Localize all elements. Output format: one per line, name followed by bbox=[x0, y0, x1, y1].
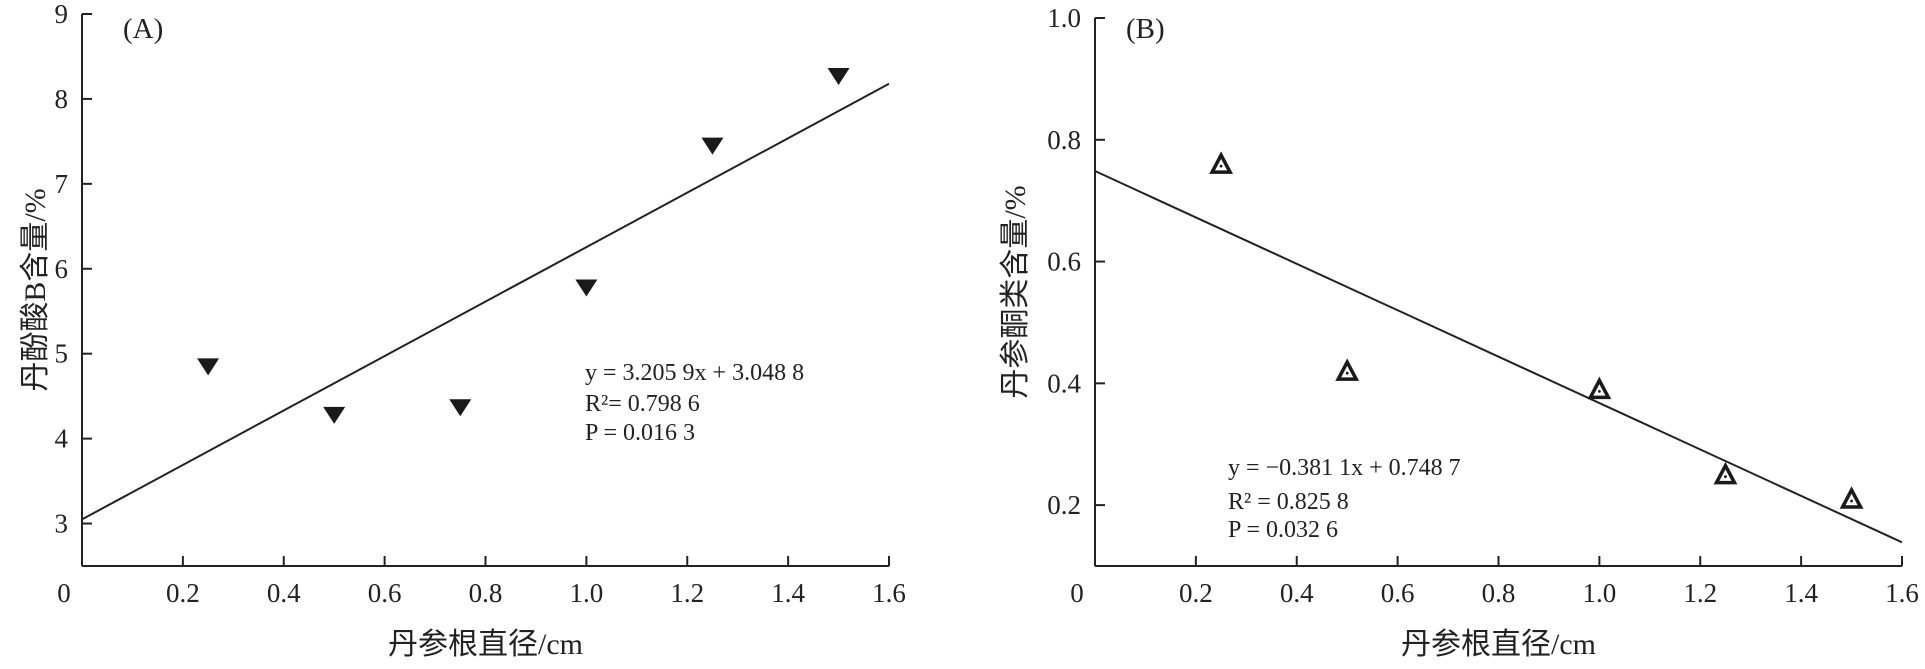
data-point-triangle bbox=[1713, 461, 1738, 485]
x-tick-label: 1.0 bbox=[1583, 578, 1617, 608]
data-point bbox=[1839, 486, 1864, 509]
x-tick-label: 0.6 bbox=[1381, 578, 1415, 608]
data-point bbox=[449, 399, 472, 417]
y-tick-label: 0.8 bbox=[1047, 125, 1081, 155]
fit-annotation-line: R²= 0.798 6 bbox=[585, 391, 700, 417]
data-point-triangle bbox=[1209, 151, 1234, 174]
y-tick-label: 0.6 bbox=[1047, 247, 1081, 277]
data-point-center-dot bbox=[1597, 390, 1601, 393]
panel-label: (B) bbox=[1126, 13, 1165, 45]
chart-panel-a: 0 0.2 0.4 0.6 0.8 1.0 1.2 1.4 1.6 3 4 5 6 7 8 9 丹参根直径/cm… bbox=[19, 0, 906, 661]
data-point-triangle bbox=[1839, 486, 1864, 509]
data-point bbox=[323, 406, 346, 424]
x-tick-label: 0.2 bbox=[166, 578, 200, 608]
x-tick-label: 0.8 bbox=[469, 578, 503, 608]
chart-panel-b: 0 0.2 0.4 0.6 0.8 1.0 1.2 1.4 1.6 0.2 0.4 0.6 0.8 1.0… bbox=[999, 3, 1919, 661]
x-tick-label: 0.2 bbox=[1179, 578, 1213, 608]
data-point bbox=[1335, 358, 1360, 381]
data-point-triangle bbox=[1335, 358, 1360, 381]
panel-label: (A) bbox=[123, 13, 163, 45]
fit-annotation-line: y = 3.205 9x + 3.048 8 bbox=[585, 360, 804, 386]
y-tick-label: 6 bbox=[55, 254, 69, 284]
x-tick-label: 0 bbox=[57, 578, 71, 608]
data-point bbox=[701, 137, 724, 155]
data-point bbox=[575, 279, 598, 297]
y-tick-label: 5 bbox=[55, 339, 69, 369]
data-point-triangle bbox=[1587, 376, 1612, 400]
data-point-center-dot bbox=[1724, 475, 1727, 479]
y-tick-label: 1.0 bbox=[1047, 3, 1081, 33]
data-point-center-dot bbox=[1219, 164, 1223, 168]
x-tick-label: 1.6 bbox=[1885, 578, 1919, 608]
x-tick-label: 1.2 bbox=[1683, 578, 1717, 608]
x-tick-label: 1.4 bbox=[1784, 578, 1818, 608]
x-axis-title: 丹参根直径/cm bbox=[388, 628, 583, 661]
y-axis-title: 丹参酮类含量/% bbox=[999, 185, 1032, 398]
data-point bbox=[1209, 151, 1234, 174]
data-point bbox=[1587, 376, 1612, 400]
fit-annotation-line: P = 0.032 6 bbox=[1228, 517, 1338, 543]
y-tick-label: 3 bbox=[55, 509, 69, 539]
y-axis-title: 丹酚酸B含量/% bbox=[19, 188, 52, 391]
y-tick-label: 4 bbox=[55, 424, 69, 454]
x-axis-title: 丹参根直径/cm bbox=[1401, 628, 1596, 661]
x-tick-label: 0.4 bbox=[1280, 578, 1314, 608]
x-tick-label: 0.4 bbox=[267, 578, 301, 608]
data-point bbox=[827, 67, 850, 85]
y-tick-label: 0.2 bbox=[1047, 490, 1081, 520]
fit-annotation-line: P = 0.016 3 bbox=[585, 420, 695, 446]
data-point-center-dot bbox=[1850, 499, 1853, 503]
x-tick-label: 0.8 bbox=[1482, 578, 1516, 608]
y-tick-label: 8 bbox=[55, 84, 69, 114]
y-tick-label: 7 bbox=[55, 169, 69, 199]
data-point-center-dot bbox=[1345, 371, 1349, 375]
x-tick-label: 1.6 bbox=[872, 578, 906, 608]
data-point bbox=[1713, 461, 1738, 485]
fit-annotation-line: y = −0.381 1x + 0.748 7 bbox=[1228, 455, 1461, 481]
x-tick-label: 1.2 bbox=[670, 578, 704, 608]
data-point bbox=[197, 358, 220, 376]
x-tick-label: 0.6 bbox=[368, 578, 402, 608]
y-tick-label: 0.4 bbox=[1047, 368, 1081, 398]
regression-line bbox=[1094, 170, 1903, 544]
x-tick-label: 0 bbox=[1070, 578, 1084, 608]
regression-line bbox=[81, 82, 890, 521]
x-tick-label: 1.4 bbox=[771, 578, 805, 608]
x-tick-label: 1.0 bbox=[570, 578, 604, 608]
fit-annotation-line: R² = 0.825 8 bbox=[1228, 489, 1349, 515]
y-tick-label: 9 bbox=[55, 0, 69, 29]
